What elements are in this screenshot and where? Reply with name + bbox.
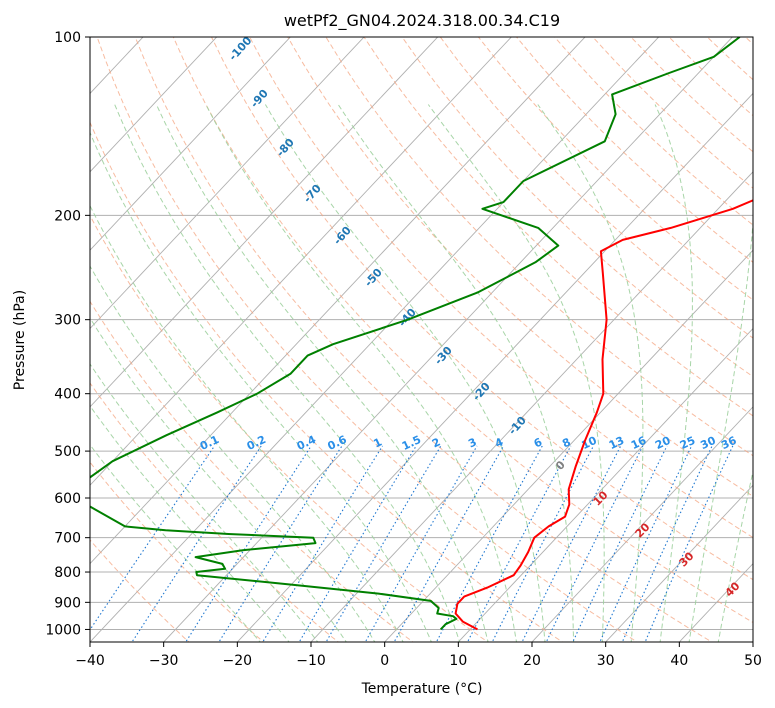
isotherm-line [90, 37, 660, 642]
mixing-ratio-label: 25 [678, 434, 697, 452]
isotherm-line [384, 249, 753, 642]
mixing-ratio-line [572, 445, 668, 642]
isotherm-line [163, 37, 733, 642]
dry-adiabat-line [134, 37, 713, 642]
moist-adiabat-line [90, 265, 376, 642]
background-lines [90, 37, 753, 642]
isotherm-line [531, 406, 753, 642]
mixing-ratio-line [599, 445, 693, 642]
isotherm-line [236, 92, 753, 642]
isotherm-line [90, 37, 439, 408]
mixing-ratio-line [325, 445, 442, 642]
y-tick-label: 400 [54, 387, 81, 403]
x-tick-label: 20 [523, 653, 541, 669]
profiles [90, 37, 753, 631]
isotherm-line [605, 484, 753, 642]
y-tick-label: 500 [54, 444, 81, 460]
moist-adiabat-line [537, 104, 644, 642]
moist-adiabat-line [427, 104, 605, 642]
mixing-ratio-line [545, 445, 644, 642]
mixing-ratio-line [90, 445, 215, 631]
y-tick-label: 300 [54, 313, 81, 329]
x-axis-label: Temperature (°C) [361, 681, 483, 697]
moist-adiabat-line [90, 204, 404, 642]
x-tick-label: 40 [670, 653, 688, 669]
x-tick-label: 0 [380, 653, 389, 669]
moist-adiabat-line [90, 317, 347, 642]
x-tick-label: −30 [149, 653, 179, 669]
moist-adiabat-line [114, 104, 461, 642]
moist-adiabat-line [90, 363, 319, 642]
mixing-ratio-label: 36 [719, 434, 739, 452]
isotherm-line [310, 171, 753, 642]
y-tick-label: 1000 [45, 622, 81, 638]
moist-adiabat-line [90, 131, 432, 642]
chart-title: wetPf2_GN04.2024.318.00.34.C19 [284, 11, 560, 31]
mixing-ratio-line [298, 445, 417, 642]
mixing-ratio-line [185, 445, 312, 642]
mixing-ratio-label: 13 [607, 434, 626, 452]
isotherm-line [457, 327, 753, 642]
temperature-profile-line [454, 199, 753, 631]
dry-adiabat-line [287, 37, 753, 497]
plot-background [90, 37, 753, 642]
mixing-ratio-line [621, 445, 713, 642]
dry-adiabat-line [172, 37, 753, 624]
mixing-ratio-label: 30 [698, 434, 718, 452]
dry-adiabat-line [90, 382, 340, 642]
dewpoint-profile-line [90, 37, 741, 631]
dry-adiabat-line [210, 37, 753, 581]
moist-adiabat-line [717, 468, 753, 642]
x-tick-label: −10 [296, 653, 326, 669]
mixing-ratio-line [218, 445, 343, 642]
mixing-ratio-line [131, 445, 262, 642]
dry-adiabat-line [401, 37, 753, 378]
x-tick-label: −40 [75, 653, 105, 669]
mixing-ratio-line [364, 445, 478, 642]
y-tick-label: 900 [54, 595, 81, 611]
y-tick-label: 600 [54, 491, 81, 507]
isotherm-line [90, 37, 291, 251]
mixing-ratio-label: 20 [653, 434, 673, 452]
dry-adiabat-line [249, 37, 753, 539]
isotherm-line [90, 37, 586, 565]
isotherm-line [90, 37, 218, 173]
moist-adiabat-line [654, 104, 693, 642]
dry-adiabat-line [325, 37, 753, 457]
mixing-ratio-label: 10 [580, 434, 600, 452]
axis-ticks: −40 −30 −20 −10 0 10 20 30 40 50 100 200 300 400 500 60… [45, 30, 762, 669]
y-tick-label: 200 [54, 208, 81, 224]
x-tick-label: 50 [744, 653, 762, 669]
y-tick-label: 100 [54, 30, 81, 46]
dry-adiabat-line [439, 37, 753, 339]
mixing-ratio-line [466, 445, 572, 642]
mixing-ratio-line [262, 445, 383, 642]
isotherm-line [90, 37, 365, 330]
x-tick-label: 10 [449, 653, 467, 669]
dry-adiabat-line [90, 121, 564, 642]
dry-adiabat-line [90, 214, 489, 642]
plot-frame [89, 36, 754, 643]
y-tick-label: 800 [54, 565, 81, 581]
x-tick-label: 30 [597, 653, 615, 669]
moist-adiabat-line [205, 104, 518, 642]
y-axis-label: Pressure (hPa) [12, 290, 28, 390]
moist-adiabat-line [688, 216, 753, 642]
x-tick-label: −20 [223, 653, 253, 669]
moist-adiabat-line [155, 104, 489, 642]
mixing-ratio-label: 16 [629, 434, 649, 452]
y-tick-label: 700 [54, 531, 81, 547]
isotherm-line [90, 37, 512, 486]
moist-adiabat-line [337, 104, 575, 642]
